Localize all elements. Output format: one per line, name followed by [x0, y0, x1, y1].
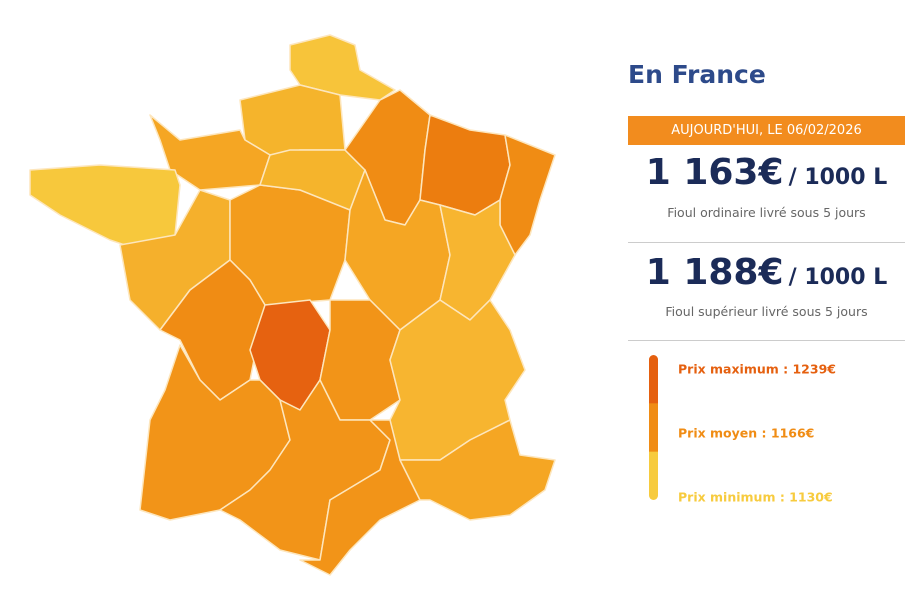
region [439, 199, 516, 321]
separator [628, 242, 905, 243]
price-description: Fioul supérieur livré sous 5 jours [665, 304, 868, 319]
region [319, 299, 401, 421]
region [289, 34, 396, 101]
region [499, 134, 556, 256]
price-row: 1 188€ / 1000 L [628, 252, 905, 293]
france-map [29, 34, 556, 576]
price-row: 1 163€ / 1000 L [628, 152, 905, 193]
title: En France [628, 60, 766, 89]
separator [628, 340, 905, 341]
region [399, 419, 556, 521]
price-description: Fioul ordinaire livré sous 5 jours [667, 205, 866, 220]
price: 1 163€ [645, 152, 784, 193]
legend-label: Prix maximum : 1239€ [678, 362, 836, 377]
date-badge: AUJOURD'HUI, LE 06/02/2026 [628, 116, 905, 145]
price-unit: / 1000 L [788, 165, 888, 190]
price-unit: / 1000 L [788, 265, 888, 290]
legend-swatch [649, 451, 658, 500]
legend-label: Prix minimum : 1130€ [678, 490, 833, 505]
price: 1 188€ [645, 252, 784, 293]
region [29, 164, 181, 251]
price-legend: Prix maximum : 1239€ Prix moyen : 1166€ Pr… [649, 355, 836, 505]
legend-swatch [649, 403, 658, 453]
legend-swatch [649, 355, 658, 404]
legend-label: Prix moyen : 1166€ [678, 426, 814, 441]
region [419, 114, 511, 216]
region [239, 84, 346, 156]
